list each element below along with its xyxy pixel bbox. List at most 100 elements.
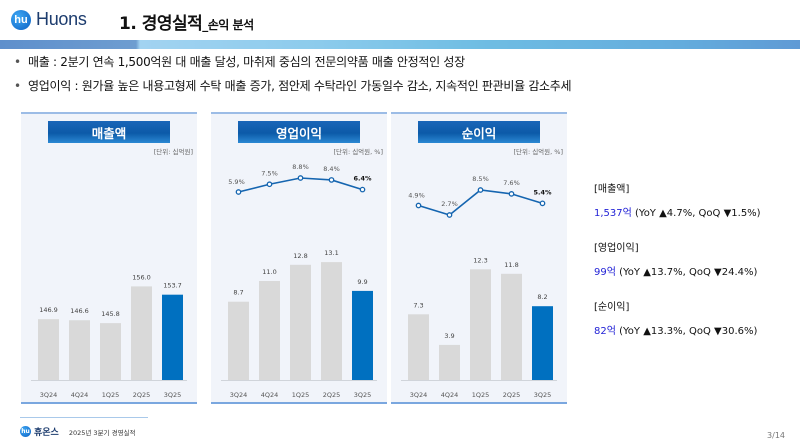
- page-title-sub: _손익 분석: [202, 18, 254, 32]
- bar-value-label: 3.9: [444, 332, 454, 340]
- margin-point: [539, 200, 546, 207]
- bar-value-label: 146.9: [39, 306, 58, 314]
- bar-3Q25: [162, 294, 183, 380]
- huons-logo-icon: hu: [20, 426, 31, 437]
- margin-label: 6.4%: [353, 175, 372, 183]
- bullet-text: 매출 : 2분기 연속 1,500억원 대 매출 달성, 마취제 중심의 전문의…: [28, 55, 465, 69]
- summary-line: 82억 (YoY ▲13.3%, QoQ ▼30.6%): [594, 322, 761, 337]
- x-tick-label: 1Q25: [292, 391, 310, 399]
- bar-1Q25: [100, 323, 121, 380]
- x-tick-label: 3Q24: [410, 391, 428, 399]
- margin-label: 4.9%: [408, 192, 425, 200]
- header: hu Huons 1. 경영실적_손익 분석: [0, 0, 800, 49]
- bar-value-label: 156.0: [132, 273, 151, 281]
- chart-svg: 146.9 3Q24 146.6 4Q24 145.8 1Q25 156.0 2Q25 153.…: [31, 273, 187, 399]
- margin-point: [359, 186, 366, 193]
- bar-value-label: 145.8: [101, 310, 120, 318]
- footer-text: 2025년 3분기 경영실적: [68, 428, 136, 437]
- margin-point: [235, 189, 242, 195]
- bar-value-label: 9.9: [357, 278, 367, 286]
- margin-point: [297, 175, 304, 181]
- bar-4Q24: [259, 281, 280, 380]
- bar-value-label: 12.8: [293, 252, 307, 260]
- x-tick-label: 3Q24: [230, 391, 248, 399]
- bar-2Q25: [501, 273, 522, 380]
- margin-label: 8.8%: [292, 163, 309, 171]
- margin-point: [266, 181, 273, 188]
- chart-title: 영업이익: [238, 121, 360, 143]
- summary-detail: (YoY ▲13.3%, QoQ ▼30.6%): [615, 326, 758, 337]
- bar-1Q25: [470, 269, 491, 380]
- summary-value: 1,537억: [594, 208, 632, 219]
- summary-line: 1,537억 (YoY ▲4.7%, QoQ ▼1.5%): [594, 204, 761, 219]
- margin-point: [477, 187, 484, 193]
- summary-value: 99억: [594, 267, 616, 278]
- summary-operating-profit: [영업이익] 99억 (YoY ▲13.7%, QoQ ▼24.4%): [594, 239, 761, 278]
- margin-point: [508, 191, 515, 197]
- summary-value: 82억: [594, 326, 616, 337]
- bar-value-label: 11.0: [262, 268, 276, 276]
- margin-point: [446, 212, 453, 218]
- chart-title: 순이익: [418, 121, 540, 143]
- page-title-main: 1. 경영실적: [119, 14, 203, 34]
- margin-label: 5.9%: [228, 178, 245, 186]
- bar-3Q24: [38, 319, 59, 380]
- margin-point: [328, 177, 335, 183]
- chart-unit: [단위: 십억원, %]: [333, 148, 383, 156]
- page-number: 3/14: [767, 431, 785, 440]
- bar-2Q25: [131, 286, 152, 380]
- bullet-item: • 영업이익 : 원가율 높은 내용고형제 수탁 매출 증가, 점안제 수탁라인…: [14, 79, 572, 94]
- bullet-text: 영업이익 : 원가율 높은 내용고형제 수탁 매출 증가, 점안제 수탁라인 가…: [28, 79, 572, 93]
- bar-2Q25: [321, 262, 342, 380]
- bar-value-label: 13.1: [324, 249, 338, 257]
- bar-4Q24: [439, 344, 460, 380]
- margin-line: [418, 189, 543, 216]
- header-band: [0, 40, 800, 49]
- x-tick-label: 3Q24: [40, 391, 58, 399]
- chart-panel-net-income: 순이익 [단위: 십억원, %] 7.3 3Q24 3.9 4Q24 12.3 1Q25 1…: [391, 112, 567, 404]
- chart-unit: [단위: 십억원]: [153, 148, 193, 156]
- summary-detail: (YoY ▲4.7%, QoQ ▼1.5%): [631, 208, 761, 219]
- huons-logo-icon: hu: [11, 9, 31, 30]
- summary-label: [매출액]: [594, 184, 630, 195]
- x-tick-label: 3Q25: [354, 391, 372, 399]
- footer-brand: 휴온스: [34, 428, 59, 438]
- bar-value-label: 7.3: [413, 301, 423, 309]
- bar-3Q25: [532, 306, 553, 380]
- bar-value-label: 12.3: [473, 256, 487, 264]
- chart-unit: [단위: 십억원, %]: [513, 148, 563, 156]
- x-tick-label: 2Q25: [323, 391, 341, 399]
- footer-divider: [20, 417, 148, 418]
- bar-3Q25: [352, 290, 373, 380]
- bar-1Q25: [290, 264, 311, 380]
- margin-label: 8.4%: [323, 165, 340, 173]
- chart-svg: 8.7 3Q24 11.0 4Q24 12.8 1Q25 13.1 2Q25 9.9 3Q25 5.…: [221, 163, 377, 399]
- logo-text: Huons: [36, 9, 87, 29]
- x-tick-label: 4Q24: [441, 391, 459, 399]
- bar-value-label: 153.7: [163, 282, 182, 290]
- footer: hu 휴온스 2025년 3분기 경영실적: [20, 425, 136, 438]
- x-tick-label: 4Q24: [261, 391, 279, 399]
- x-tick-label: 4Q24: [71, 391, 89, 399]
- margin-label: 7.5%: [261, 169, 278, 177]
- bar-3Q24: [228, 301, 249, 380]
- chart-panel-operating-profit: 영업이익 [단위: 십억원, %] 8.7 3Q24 11.0 4Q24 12.8 1Q2…: [211, 112, 387, 404]
- summary-label: [순이익]: [594, 302, 630, 313]
- margin-point: [415, 202, 422, 209]
- bullet-list: • 매출 : 2분기 연속 1,500억원 대 매출 달성, 마취제 중심의 전…: [14, 55, 572, 103]
- bullet-item: • 매출 : 2분기 연속 1,500억원 대 매출 달성, 마취제 중심의 전…: [14, 55, 571, 70]
- x-tick-label: 3Q25: [534, 391, 552, 399]
- summary-line: 99억 (YoY ▲13.7%, QoQ ▼24.4%): [594, 263, 761, 278]
- summary-detail: (YoY ▲13.7%, QoQ ▼24.4%): [615, 267, 758, 278]
- summary-net-income: [순이익] 82억 (YoY ▲13.3%, QoQ ▼30.6%): [594, 298, 761, 337]
- x-tick-label: 1Q25: [472, 391, 490, 399]
- bar-value-label: 11.8: [504, 261, 518, 269]
- margin-label: 8.5%: [472, 175, 489, 183]
- bullet-dot-icon: •: [14, 79, 21, 93]
- x-tick-label: 2Q25: [503, 391, 521, 399]
- chart-title: 매출액: [48, 121, 170, 143]
- chart-svg: 7.3 3Q24 3.9 4Q24 12.3 1Q25 11.8 2Q25 8.2 3Q25 4.9…: [401, 175, 557, 399]
- page-title: 1. 경영실적_손익 분석: [119, 9, 254, 34]
- bar-value-label: 8.2: [537, 293, 547, 301]
- margin-label: 5.4%: [533, 188, 552, 196]
